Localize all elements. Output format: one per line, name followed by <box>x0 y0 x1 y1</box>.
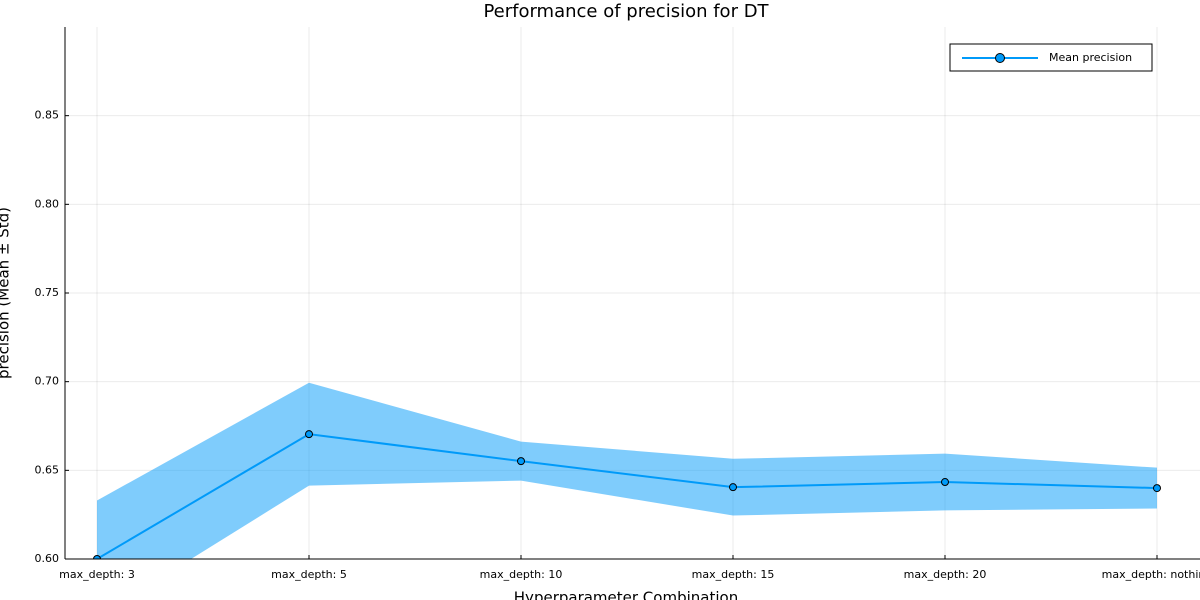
x-axis-label: Hyperparameter Combination <box>514 589 738 600</box>
legend-marker <box>995 53 1005 63</box>
y-axis-label: precision (Mean ± Std) <box>0 207 13 379</box>
chart-title: Performance of precision for DT <box>483 1 769 22</box>
x-tick-label: max_depth: 10 <box>480 568 563 581</box>
marker <box>517 457 525 466</box>
legend-label: Mean precision <box>1049 51 1132 64</box>
y-tick-label: 0.75 <box>35 286 60 299</box>
y-tick-label: 0.85 <box>35 109 60 122</box>
y-tick-label: 0.60 <box>35 552 60 565</box>
x-tick-label: max_depth: 15 <box>692 568 775 581</box>
plot-area <box>93 382 1161 559</box>
marker <box>729 483 737 492</box>
x-tick-label: max_depth: 3 <box>59 568 135 581</box>
error-band <box>97 382 1157 559</box>
y-tick-label: 0.65 <box>35 463 60 476</box>
y-tick-label: 0.80 <box>35 197 60 210</box>
line <box>96 433 1158 559</box>
marker <box>1153 484 1161 493</box>
marker <box>93 555 101 559</box>
marker <box>305 430 313 439</box>
x-tick-label: max_depth: 20 <box>904 568 987 581</box>
x-tick-label: max_depth: nothing <box>1102 568 1200 581</box>
marker <box>941 478 949 487</box>
y-tick-label: 0.70 <box>35 375 60 388</box>
x-tick-label: max_depth: 5 <box>271 568 347 581</box>
